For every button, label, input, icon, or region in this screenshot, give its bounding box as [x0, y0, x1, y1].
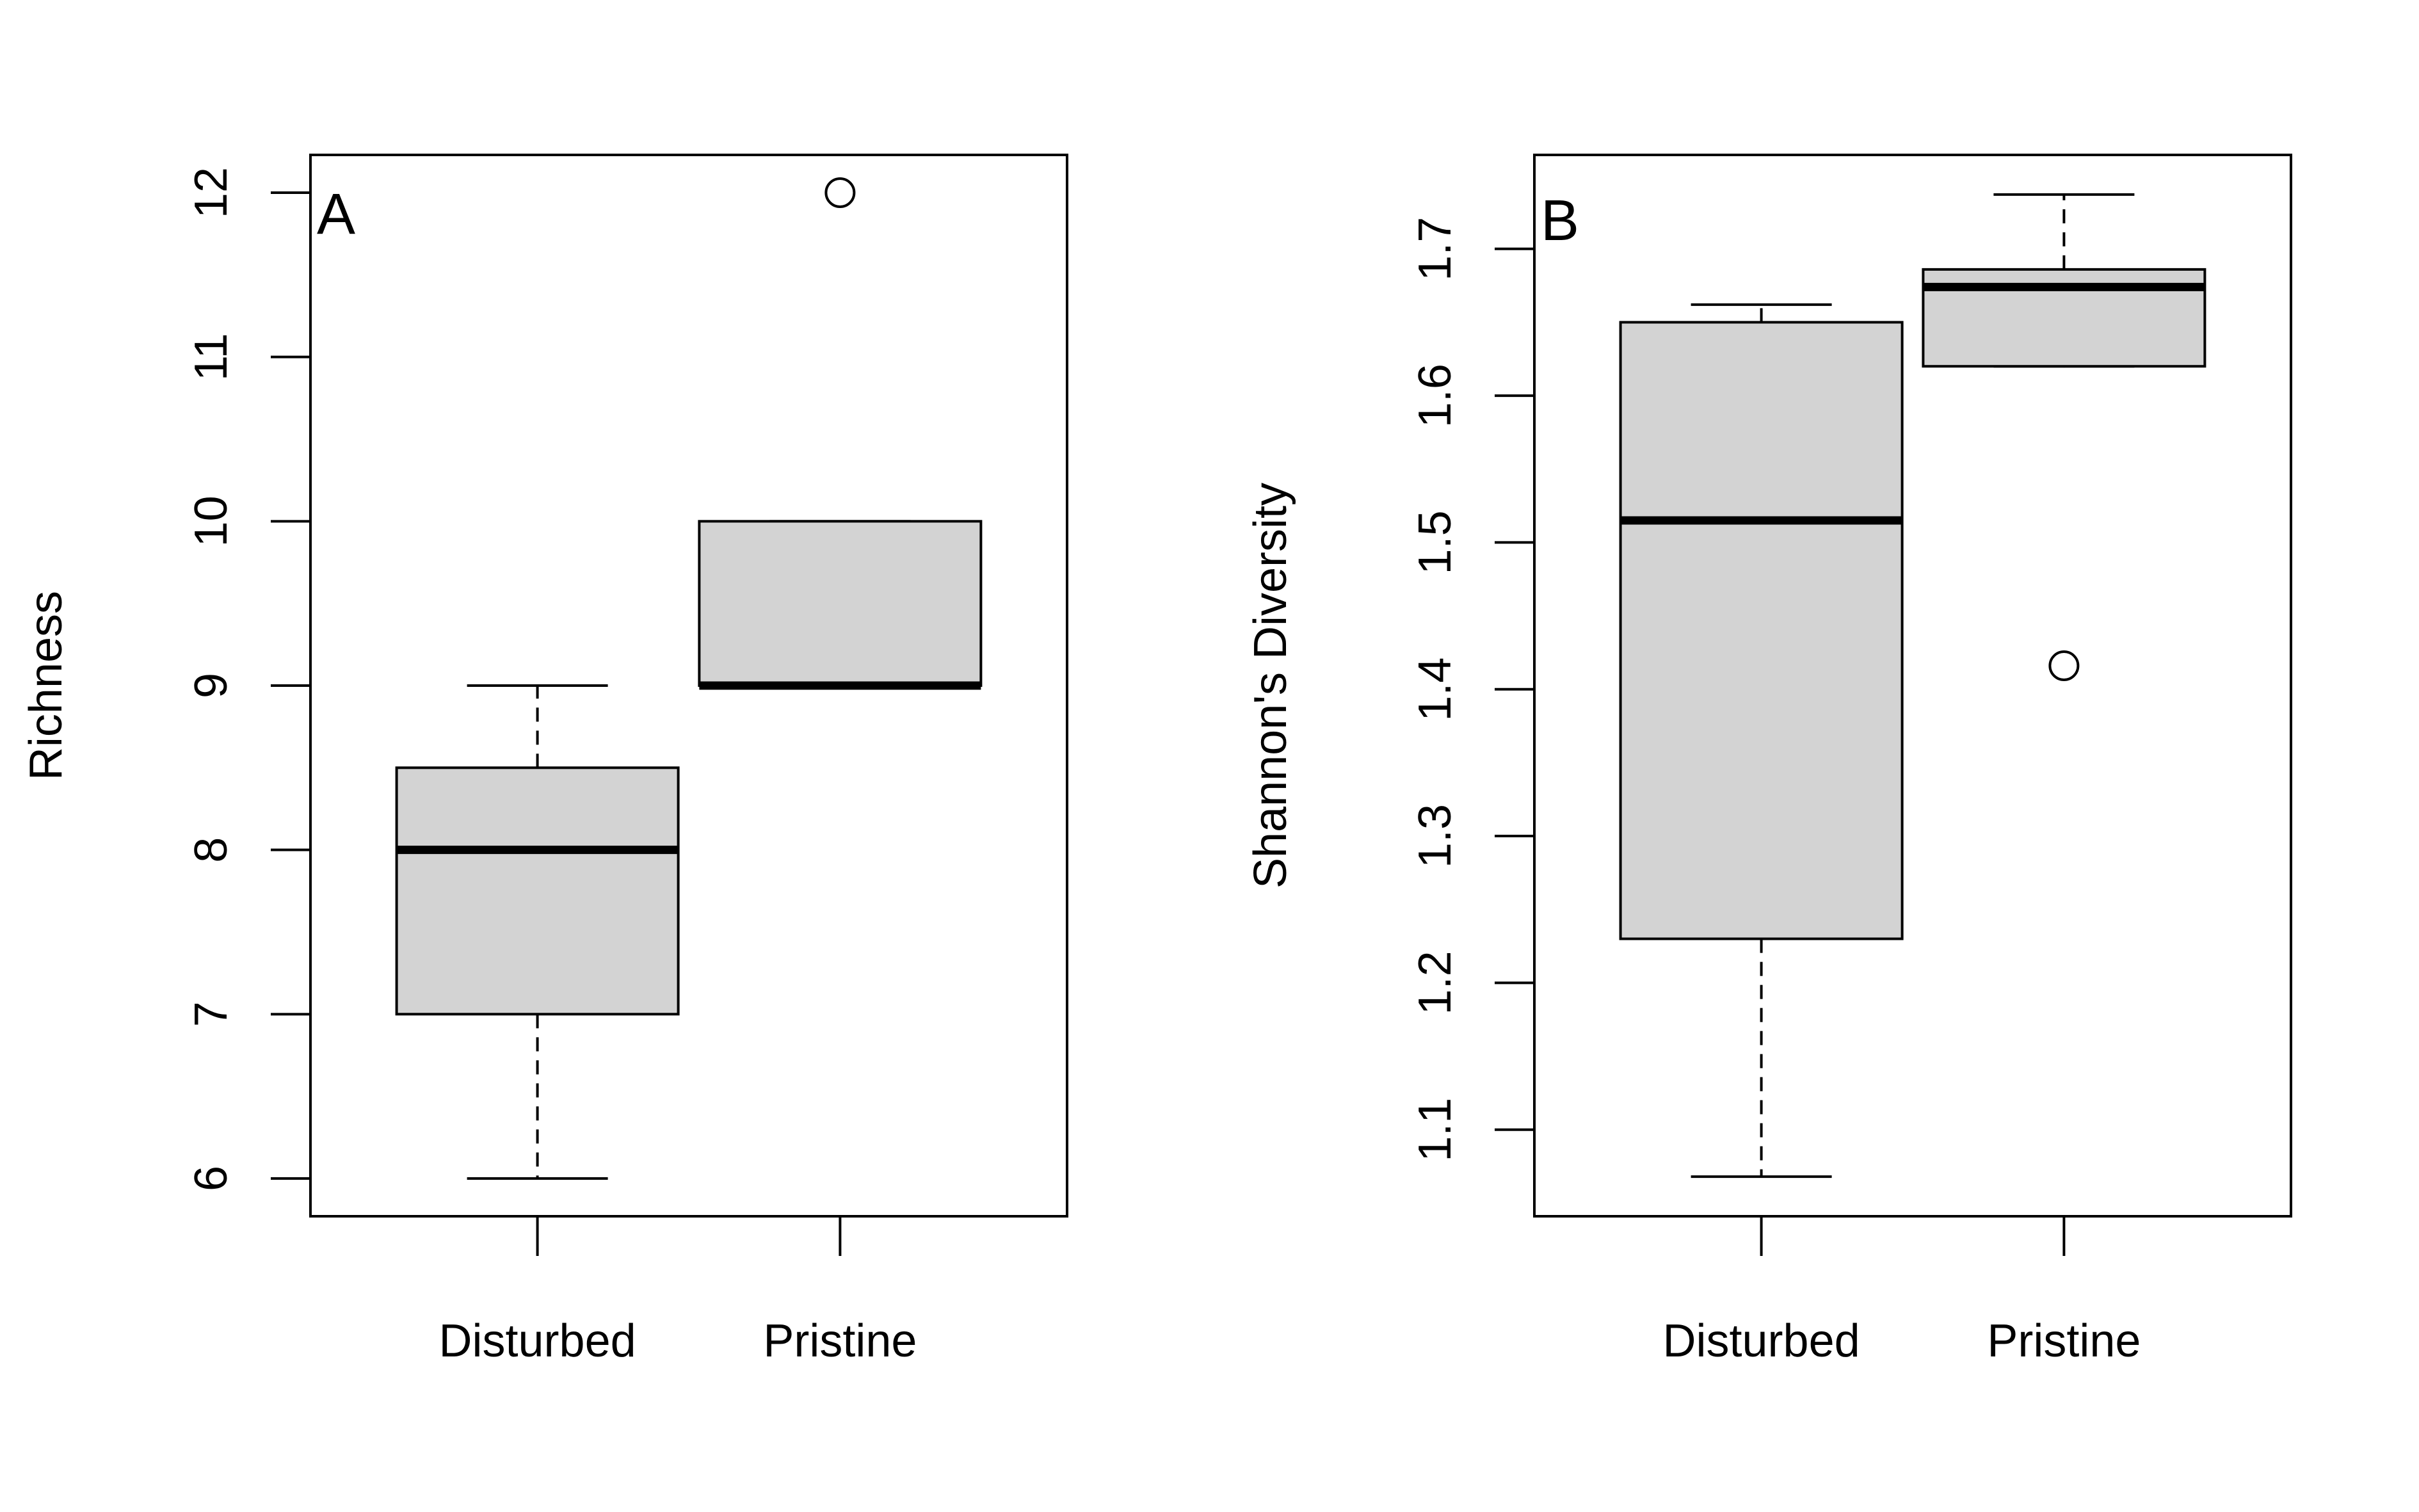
- y-tick-label: 8: [186, 837, 237, 863]
- y-tick-label: 9: [186, 673, 237, 698]
- y-tick-label: 6: [186, 1166, 237, 1191]
- y-tick-label: 1.4: [1410, 657, 1461, 721]
- y-tick-label: 1.2: [1410, 951, 1461, 1015]
- iqr-box: [698, 520, 983, 687]
- y-tick-label: 11: [186, 333, 237, 381]
- outlier-point: [2048, 650, 2080, 682]
- y-tick-label: 1.6: [1410, 364, 1461, 428]
- iqr-box: [1619, 321, 1904, 940]
- x-tick-label: Disturbed: [1663, 1315, 1860, 1367]
- y-tick-label: 1.1: [1410, 1098, 1461, 1162]
- x-tick-label: Disturbed: [439, 1315, 636, 1367]
- y-axis-title: Shannon's Diversity: [1245, 483, 1296, 889]
- panel-tag: A: [317, 182, 355, 246]
- box-disturbed: [395, 684, 680, 1180]
- iqr-box: [395, 766, 680, 1016]
- plot-frame: [1533, 154, 2292, 1218]
- y-tick-label: 1.7: [1410, 217, 1461, 281]
- y-tick-label: 1.5: [1410, 510, 1461, 574]
- chart-panel-b: 1.1 1.2 1.3 1.4 1.5 1.6 1.7 Shannon's Diversity…: [1245, 154, 2292, 1367]
- y-tick-label: 12: [186, 167, 237, 218]
- y-tick-label: 10: [186, 495, 237, 547]
- y-tick-label: 7: [186, 1001, 237, 1027]
- box-pristine: [1922, 193, 2206, 682]
- panel-tag: B: [1541, 189, 1579, 253]
- y-axis-title: Richness: [20, 591, 72, 780]
- box-pristine: [698, 177, 983, 690]
- x-tick-label: Pristine: [1987, 1315, 2141, 1367]
- box-disturbed: [1619, 303, 1904, 1178]
- x-tick-label: Pristine: [763, 1315, 917, 1367]
- chart-panel-a: 6 7 8 9 10 11 12 Richness Disturbed Pristine A: [20, 154, 1068, 1367]
- y-tick-label: 1.3: [1410, 804, 1461, 868]
- outlier-point: [824, 177, 856, 209]
